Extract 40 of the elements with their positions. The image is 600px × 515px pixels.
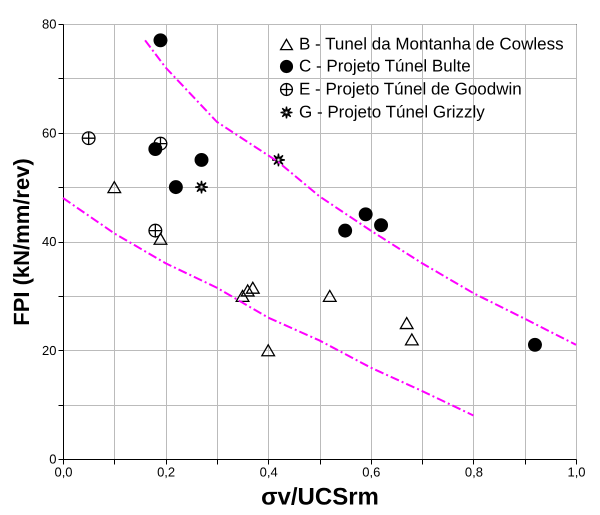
legend-label: E - Projeto Túnel de Goodwin — [299, 80, 522, 98]
legend-label: C - Projeto Túnel Bulte — [299, 56, 471, 76]
y-tick-label: 0 — [49, 452, 56, 466]
point — [246, 282, 260, 294]
point — [271, 152, 286, 167]
point — [338, 224, 352, 238]
legend-label: G - Projeto Túnel Grizzly — [299, 102, 486, 122]
x-tick-label: 0,6 — [362, 464, 380, 480]
y-axis-title: FPI (kN/mm/rev) — [9, 158, 34, 326]
y-tick-label: 40 — [42, 234, 56, 249]
x-tick-label: 0,2 — [157, 464, 176, 480]
point — [322, 290, 337, 302]
point — [107, 181, 122, 194]
x-tick-label: 0,4 — [260, 464, 278, 480]
point — [261, 344, 276, 356]
point — [400, 316, 414, 330]
x-tick-label: 0,0 — [54, 464, 73, 480]
point — [148, 224, 162, 238]
y-tick-label: 20 — [42, 342, 56, 358]
x-tick-label: 0,8 — [464, 464, 483, 480]
point — [153, 232, 168, 245]
point — [528, 338, 542, 352]
point — [194, 152, 208, 167]
point — [153, 136, 168, 151]
y-tick-label: 80 — [42, 16, 56, 32]
legend-label: B - Tunel da Montanha de Cowless — [299, 34, 564, 54]
point — [240, 284, 255, 297]
point — [194, 180, 208, 194]
point — [374, 218, 388, 232]
point — [82, 131, 96, 146]
point — [236, 290, 250, 302]
x-tick-label: 1,0 — [567, 464, 586, 480]
x-axis-title: σv/UCSrm — [261, 484, 379, 510]
point — [153, 33, 168, 48]
y-tick-label: 60 — [42, 125, 56, 140]
point — [358, 207, 373, 222]
line-series — [62, 197, 474, 416]
point — [168, 180, 183, 194]
line-series — [144, 39, 577, 346]
point — [404, 333, 419, 346]
